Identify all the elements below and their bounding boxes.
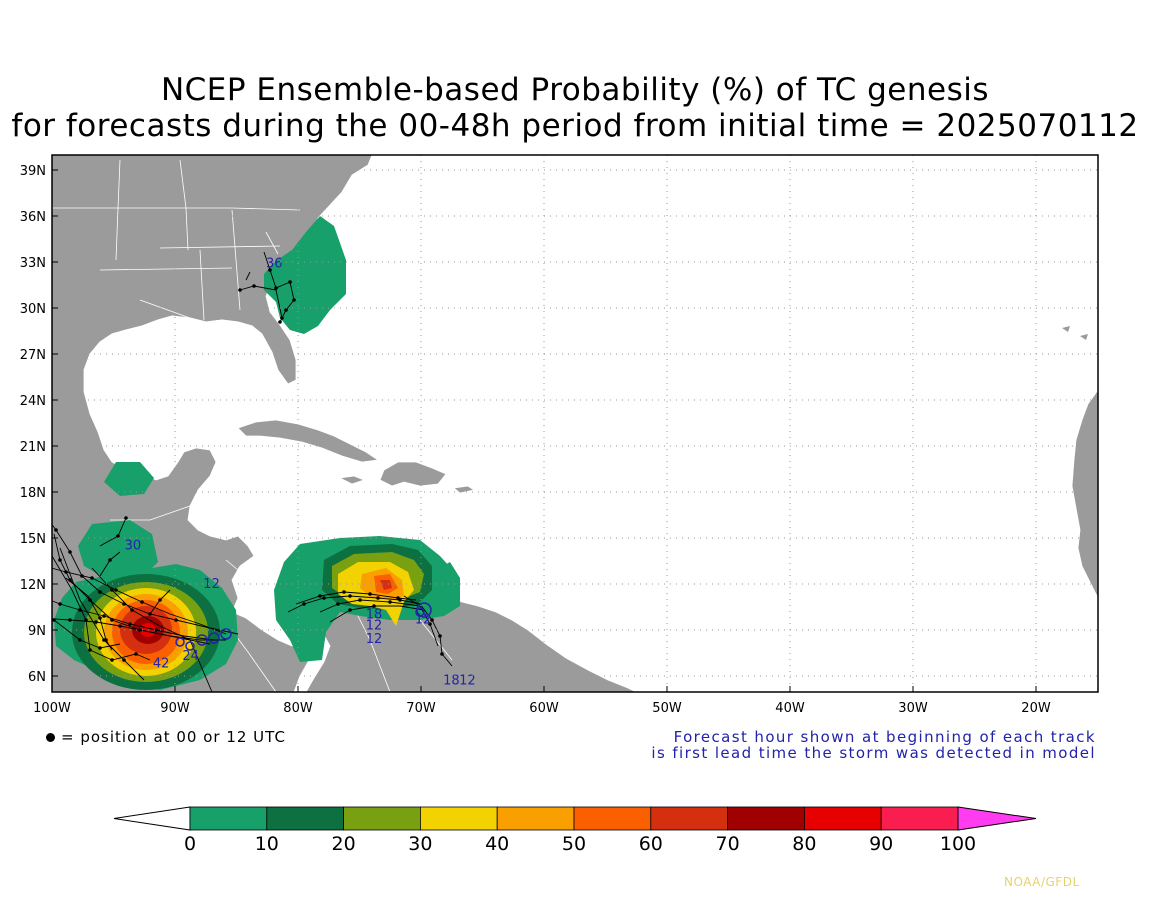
prob-rings-caribbean (322, 544, 460, 626)
position-legend-text: = position at 00 or 12 UTC (61, 728, 286, 746)
track-hour-label: 30 (125, 539, 142, 554)
cuba-land (237, 419, 380, 463)
track-hour-label: 12 (203, 577, 220, 592)
lon-label: 50W (652, 701, 682, 716)
lon-label: 70W (406, 701, 436, 716)
lat-label: 9N (28, 624, 46, 639)
axis-ticks (52, 169, 1037, 692)
lat-label: 39N (20, 164, 46, 179)
map-frame (51, 154, 1099, 693)
track-hour-label: 36 (266, 257, 283, 272)
africa-land (1071, 389, 1098, 599)
position-marker-legend: = position at 00 or 12 UTC (46, 728, 286, 746)
hispaniola-land (379, 461, 447, 487)
lat-label: 36N (20, 210, 46, 225)
lon-label: 20W (1021, 701, 1051, 716)
lat-label: 12N (20, 578, 46, 593)
map-title-line1: NCEP Ensemble-based Probability (%) of T… (160, 72, 990, 108)
lon-label: 30W (898, 701, 928, 716)
lat-label: 6N (28, 670, 46, 685)
track-hour-label: 12 (366, 632, 383, 647)
lat-label: 15N (20, 532, 46, 547)
map-title-line2: for forecasts during the 00-48h period f… (11, 108, 1139, 144)
lon-label: 90W (160, 701, 190, 716)
longitude-labels: 100W 90W 80W 70W 60W 50W 40W 30W 20W (33, 701, 1051, 716)
position-dot-icon (46, 733, 55, 742)
track-hour-label: 24 (182, 649, 199, 664)
puerto-rico-land (453, 485, 476, 494)
track-hour-label: 18 (366, 608, 383, 623)
lon-label: 40W (775, 701, 805, 716)
track-hour-label: 18 (443, 674, 460, 689)
lat-label: 24N (20, 394, 46, 409)
prob-region-southeast-us (264, 216, 346, 334)
prob-rings-east-pacific (72, 574, 220, 690)
lat-label: 33N (20, 256, 46, 271)
latitude-labels: 39N 36N 33N 30N 27N 24N 21N 18N 15N 12N … (20, 164, 46, 685)
lon-label: 60W (529, 701, 559, 716)
lat-label: 18N (20, 486, 46, 501)
lat-label: 27N (20, 348, 46, 363)
forecast-hour-note-line2: is first lead time the storm was detecte… (651, 744, 1096, 762)
storm-start-markers (175, 602, 432, 651)
prob-region-pacific-west (78, 520, 158, 580)
track-hour-label: 12 (366, 618, 383, 633)
canary-islands (1062, 326, 1088, 340)
coastlines (83, 315, 263, 371)
lon-label: 100W (33, 701, 71, 716)
jamaica-land (338, 475, 366, 485)
lat-label: 21N (20, 440, 46, 455)
lon-label: 80W (283, 701, 313, 716)
track-hour-label: 42 (153, 657, 170, 672)
track-position-dots (52, 268, 444, 662)
prob-region-gulf-mexico (104, 462, 154, 496)
track-hour-label: 12 (459, 674, 476, 689)
forecast-hour-note-line1: Forecast hour shown at beginning of each… (673, 728, 1096, 746)
lat-lon-grid (52, 155, 1098, 692)
credit-text: NOAA/GFDL (1004, 875, 1080, 889)
lat-label: 30N (20, 302, 46, 317)
political-borders (52, 159, 453, 692)
